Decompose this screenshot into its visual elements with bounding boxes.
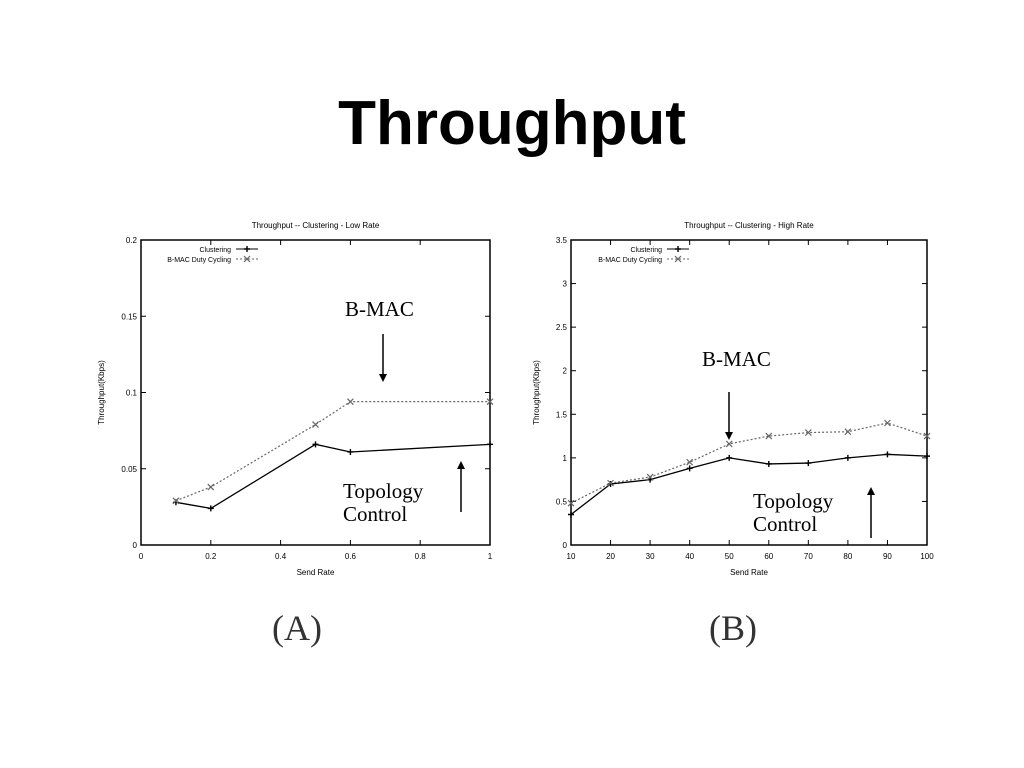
data-point — [686, 458, 694, 466]
series-1 — [172, 398, 494, 505]
data-point — [312, 441, 319, 448]
series-0 — [568, 451, 930, 518]
x-tick-label: 0.6 — [345, 552, 357, 561]
data-point — [765, 432, 773, 440]
data-point — [347, 448, 354, 455]
x-tick-label: 40 — [685, 552, 694, 561]
data-point — [686, 465, 693, 472]
data-point — [884, 451, 891, 458]
data-point — [844, 428, 852, 436]
legend-label: Clustering — [630, 247, 662, 254]
y-tick-label: 0 — [563, 541, 568, 550]
y-tick-label: 1.5 — [556, 410, 568, 419]
arrow-down-head — [725, 432, 733, 440]
data-point — [568, 511, 574, 518]
annotation-topology: Topology — [753, 489, 834, 513]
annotation-bmac: B-MAC — [702, 347, 771, 371]
x-tick-label: 90 — [883, 552, 892, 561]
data-point — [765, 460, 772, 467]
x-tick-label: 100 — [920, 552, 934, 561]
legend-marker — [244, 246, 250, 252]
series-0 — [172, 441, 493, 512]
x-tick-label: 0.4 — [275, 552, 287, 561]
slide-title: Throughput — [338, 89, 686, 158]
x-tick-label: 70 — [804, 552, 813, 561]
data-point — [607, 481, 614, 487]
series-line — [175, 401, 490, 502]
y-tick-label: 0.5 — [556, 497, 568, 506]
arrow-down-head — [379, 374, 387, 382]
data-point — [567, 499, 575, 507]
data-point — [207, 483, 215, 491]
plot-frame — [570, 239, 928, 546]
y-tick-label: 0 — [133, 541, 138, 550]
data-point — [346, 398, 354, 406]
x-tick-label: 0.8 — [415, 552, 427, 561]
data-point — [805, 460, 812, 467]
y-tick-label: 0.05 — [121, 465, 137, 474]
data-point — [804, 429, 812, 437]
plot-title: Throughput -- Clustering - High Rate — [684, 221, 814, 230]
arrow-up-head — [867, 487, 875, 495]
x-tick-label: 30 — [646, 552, 655, 561]
y-tick-label: 0.1 — [126, 389, 138, 398]
legend-marker — [243, 255, 251, 263]
y-tick-label: 0.2 — [126, 236, 138, 245]
x-axis-label: Send Rate — [297, 568, 335, 577]
data-point — [924, 453, 930, 460]
annotation-bmac: B-MAC — [345, 297, 414, 321]
data-point — [607, 479, 614, 487]
legend-label: Clustering — [199, 247, 231, 254]
data-point — [884, 419, 891, 427]
data-point — [646, 473, 654, 481]
y-tick-label: 1 — [563, 454, 568, 463]
data-point — [923, 432, 931, 440]
x-tick-label: 10 — [567, 552, 576, 561]
legend-label: B-MAC Duty Cycling — [598, 257, 662, 264]
legend-marker — [675, 246, 681, 252]
x-tick-label: 20 — [606, 552, 615, 561]
y-tick-label: 0.15 — [121, 312, 137, 321]
panel-label: (A) — [272, 608, 322, 648]
legend-marker — [674, 255, 682, 263]
series-line — [570, 453, 928, 516]
y-tick-label: 2 — [563, 367, 568, 376]
x-tick-label: 80 — [843, 552, 852, 561]
data-point — [726, 454, 733, 461]
series-line — [570, 422, 928, 504]
annotation-control: Control — [753, 512, 817, 536]
y-axis-label: Throughput(Kbps) — [532, 360, 541, 425]
x-tick-label: 0.2 — [205, 552, 217, 561]
data-point — [844, 454, 851, 461]
data-point — [172, 497, 180, 505]
y-tick-label: 3.5 — [556, 236, 568, 245]
y-axis-label: Throughput(Kbps) — [97, 360, 106, 425]
x-tick-label: 1 — [488, 552, 493, 561]
y-tick-label: 3 — [563, 280, 568, 289]
data-point — [725, 440, 733, 448]
data-point — [312, 421, 319, 428]
data-point — [207, 505, 214, 512]
plot-title: Throughput -- Clustering - Low Rate — [252, 221, 380, 230]
annotation-topology: Topology — [343, 479, 424, 503]
series-1 — [567, 419, 931, 507]
x-tick-label: 0 — [139, 552, 144, 561]
data-point — [486, 398, 494, 406]
y-tick-label: 2.5 — [556, 323, 568, 332]
legend-label: B-MAC Duty Cycling — [167, 257, 231, 264]
data-point — [487, 441, 493, 448]
x-axis-label: Send Rate — [730, 568, 768, 577]
x-tick-label: 60 — [764, 552, 773, 561]
x-tick-label: 50 — [725, 552, 734, 561]
annotation-control: Control — [343, 502, 407, 526]
arrow-up-head — [457, 461, 465, 469]
panel-label: (B) — [709, 608, 757, 648]
